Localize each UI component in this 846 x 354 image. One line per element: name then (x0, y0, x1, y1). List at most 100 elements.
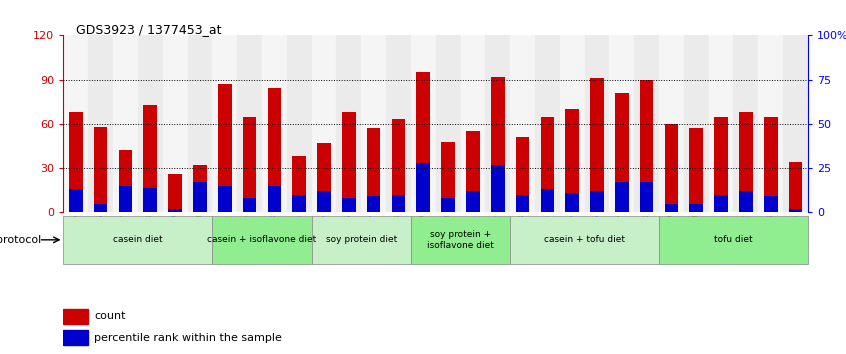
Bar (212, 216, 311, 264)
Text: protocol: protocol (0, 235, 41, 245)
Text: soy protein +
isoflavone diet: soy protein + isoflavone diet (427, 230, 494, 250)
Bar (138, 35, 162, 212)
Text: casein + isoflavone diet: casein + isoflavone diet (207, 235, 316, 244)
Bar (188, 35, 212, 212)
Bar (733, 35, 758, 212)
Bar (317, 191, 331, 212)
Bar (516, 195, 530, 212)
Bar (311, 216, 411, 264)
Bar (689, 128, 703, 212)
Bar (94, 204, 107, 212)
Bar (491, 165, 504, 212)
Bar (293, 195, 306, 212)
Bar (392, 119, 405, 212)
Bar (565, 193, 579, 212)
Bar (535, 35, 560, 212)
Bar (659, 35, 684, 212)
Bar (237, 35, 262, 212)
Bar (709, 35, 733, 212)
Bar (392, 195, 405, 212)
Bar (367, 196, 381, 212)
Bar (69, 112, 83, 212)
Bar (466, 191, 480, 212)
Bar (168, 209, 182, 212)
Bar (788, 209, 802, 212)
Bar (94, 127, 107, 212)
Bar (442, 198, 455, 212)
Bar (168, 174, 182, 212)
Bar (788, 162, 802, 212)
Bar (689, 204, 703, 212)
Bar (510, 216, 659, 264)
Bar (665, 204, 678, 212)
Bar (63, 35, 88, 212)
Bar (615, 182, 629, 212)
Bar (758, 35, 783, 212)
Bar (218, 186, 232, 212)
Bar (466, 131, 480, 212)
Bar (565, 109, 579, 212)
Bar (541, 116, 554, 212)
Bar (585, 35, 609, 212)
Bar (337, 35, 361, 212)
Text: percentile rank within the sample: percentile rank within the sample (94, 332, 282, 343)
Bar (317, 143, 331, 212)
Bar (416, 163, 430, 212)
Bar (714, 116, 728, 212)
Bar (411, 216, 510, 264)
Bar (342, 112, 355, 212)
Bar (311, 35, 337, 212)
Bar (162, 35, 188, 212)
Bar (63, 216, 212, 264)
Bar (218, 84, 232, 212)
Bar (293, 156, 306, 212)
Bar (69, 189, 83, 212)
Bar (88, 35, 113, 212)
Bar (591, 78, 604, 212)
Bar (560, 35, 585, 212)
Text: casein diet: casein diet (113, 235, 162, 244)
Bar (609, 35, 634, 212)
Bar (144, 188, 157, 212)
Bar (243, 198, 256, 212)
Text: soy protein diet: soy protein diet (326, 235, 397, 244)
Bar (615, 93, 629, 212)
Bar (783, 35, 808, 212)
Bar (684, 35, 709, 212)
Bar (386, 35, 411, 212)
Bar (714, 195, 728, 212)
Bar (634, 35, 659, 212)
Bar (118, 186, 132, 212)
Bar (764, 116, 777, 212)
Bar (640, 80, 653, 212)
Bar (367, 128, 381, 212)
Text: GDS3923 / 1377453_at: GDS3923 / 1377453_at (76, 23, 222, 36)
Bar (659, 216, 808, 264)
Bar (267, 88, 281, 212)
Bar (262, 35, 287, 212)
Text: tofu diet: tofu diet (714, 235, 753, 244)
Bar (267, 186, 281, 212)
Bar (416, 72, 430, 212)
Bar (591, 191, 604, 212)
Bar (193, 165, 206, 212)
Bar (287, 35, 311, 212)
Bar (361, 35, 386, 212)
Bar (63, 330, 88, 345)
Bar (739, 112, 753, 212)
Bar (764, 196, 777, 212)
Bar (665, 124, 678, 212)
Bar (113, 35, 138, 212)
Bar (516, 137, 530, 212)
Bar (63, 309, 88, 324)
Bar (243, 116, 256, 212)
Bar (144, 105, 157, 212)
Bar (486, 35, 510, 212)
Bar (739, 191, 753, 212)
Bar (212, 35, 237, 212)
Text: count: count (94, 311, 125, 321)
Bar (510, 35, 535, 212)
Bar (411, 35, 436, 212)
Bar (118, 150, 132, 212)
Bar (436, 35, 460, 212)
